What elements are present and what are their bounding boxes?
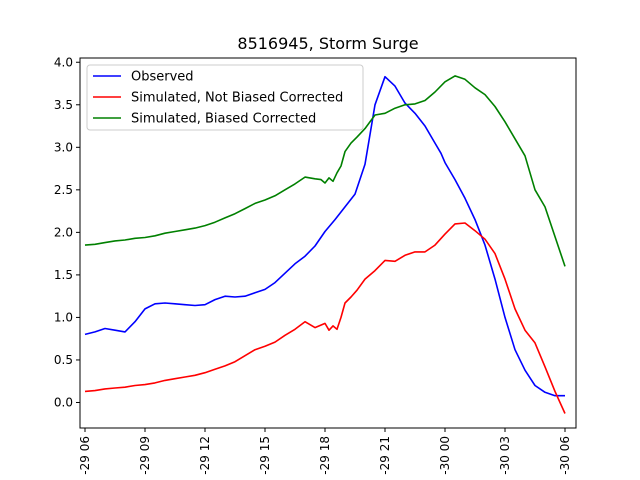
x-tick-label: -30 06	[558, 436, 572, 475]
x-tick-label: -29 15	[258, 436, 272, 475]
y-axis: 0.0 0.5 1.0 1.5 2.0 2.5 3.0 3.5 4.0	[54, 55, 80, 409]
legend-box	[86, 64, 364, 131]
x-axis: -29 06 -29 09 -29 12 -29 15 -29 18 -29 21 -30 …	[78, 428, 572, 475]
x-tick-label: -30 00	[438, 436, 452, 475]
y-tick-label: 3.0	[54, 140, 73, 154]
axes-frame	[79, 57, 577, 429]
legend-label-3: Simulated, Biased Corrected	[131, 112, 316, 127]
x-tick-label: -29 09	[138, 436, 152, 475]
x-tick-label: -29 18	[318, 436, 332, 475]
legend-label-2: Simulated, Not Biased Corrected	[131, 91, 343, 106]
legend: Observed Simulated, Not Biased Corrected S…	[86, 64, 364, 131]
y-tick-label: 4.0	[54, 55, 73, 69]
plot-area	[79, 57, 577, 429]
x-tick-label: -29 12	[198, 436, 212, 475]
chart-title: 8516945, Storm Surge	[237, 34, 418, 53]
y-tick-label: 0.5	[54, 353, 73, 367]
series-line-3	[84, 75, 566, 267]
y-tick-label: 2.5	[54, 183, 73, 197]
y-tick-label: 0.0	[54, 395, 73, 409]
x-tick-label: -30 03	[498, 436, 512, 475]
legend-label-1: Observed	[131, 70, 194, 85]
y-tick-label: 2.0	[54, 225, 73, 239]
y-tick-label: 1.0	[54, 310, 73, 324]
y-tick-label: 3.5	[54, 98, 73, 112]
x-tick-label: -29 06	[78, 436, 92, 475]
series-layer	[84, 75, 566, 414]
x-tick-label: -29 21	[378, 436, 392, 475]
series-line-2	[84, 222, 566, 414]
y-tick-label: 1.5	[54, 268, 73, 282]
series-line-1	[84, 75, 565, 397]
